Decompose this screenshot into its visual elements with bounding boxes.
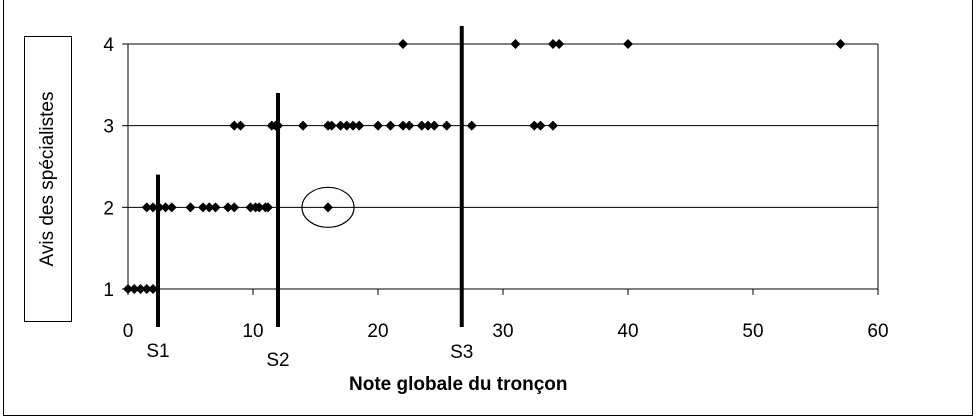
- data-point: [535, 120, 546, 131]
- point-layer: [123, 39, 846, 294]
- data-point: [166, 202, 177, 213]
- data-point: [429, 120, 440, 131]
- data-point: [548, 39, 558, 49]
- data-point: [554, 39, 565, 49]
- data-point: [510, 39, 521, 49]
- data-point: [335, 120, 346, 131]
- data-point: [341, 120, 352, 131]
- data-point: [129, 284, 140, 294]
- data-point: [229, 120, 240, 131]
- y-axis-label-box: Avis des spécialistes: [24, 36, 72, 322]
- data-point: [373, 120, 383, 131]
- y-tick-label: 3: [103, 117, 114, 138]
- axis-layer: [122, 43, 879, 295]
- y-tick-label: 1: [103, 280, 114, 301]
- data-point: [623, 39, 633, 49]
- x-tick-label: 0: [123, 321, 134, 342]
- data-point: [198, 202, 208, 213]
- data-point: [326, 120, 337, 131]
- data-point: [529, 120, 540, 131]
- data-point: [123, 284, 133, 294]
- data-point: [398, 120, 408, 131]
- data-point: [223, 202, 233, 213]
- data-point: [210, 202, 221, 213]
- x-axis-label: Note globale du tronçon: [349, 374, 568, 395]
- data-point: [254, 202, 265, 213]
- data-point: [398, 39, 408, 49]
- x-tick-label: 40: [617, 321, 638, 342]
- data-point: [154, 202, 165, 213]
- threshold-label-s2: S2: [266, 350, 289, 371]
- data-point: [160, 202, 171, 213]
- data-point: [141, 284, 152, 294]
- data-point: [235, 120, 246, 131]
- x-tick-label: 20: [367, 321, 388, 342]
- data-point: [185, 202, 196, 213]
- y-tick-label: 4: [103, 35, 114, 56]
- data-point: [354, 120, 365, 131]
- data-point: [416, 120, 427, 131]
- data-point: [348, 120, 358, 131]
- x-tick-label: 10: [242, 321, 263, 342]
- x-tick-label: 30: [492, 321, 513, 342]
- data-point: [135, 284, 146, 294]
- data-point: [204, 202, 215, 213]
- threshold-layer: [156, 26, 464, 327]
- data-point: [385, 120, 396, 131]
- data-point: [263, 202, 273, 213]
- threshold-label-s3: S3: [450, 342, 473, 363]
- figure-frame: [3, 0, 973, 416]
- data-point: [548, 120, 558, 131]
- threshold-label-s1: S1: [146, 341, 169, 362]
- data-point: [148, 284, 158, 294]
- data-point: [148, 202, 158, 213]
- highlight-ellipse: [301, 186, 355, 228]
- data-point: [404, 120, 415, 131]
- data-point: [835, 39, 846, 49]
- data-point: [141, 202, 152, 213]
- data-point: [441, 120, 452, 131]
- data-point: [323, 202, 333, 213]
- y-tick-label: 2: [103, 198, 114, 219]
- data-point: [229, 202, 240, 213]
- x-tick-label: 60: [867, 321, 888, 342]
- data-point: [298, 120, 308, 131]
- data-point: [423, 120, 433, 131]
- x-tick-label: 50: [742, 321, 763, 342]
- data-point: [466, 120, 477, 131]
- data-point: [273, 120, 283, 131]
